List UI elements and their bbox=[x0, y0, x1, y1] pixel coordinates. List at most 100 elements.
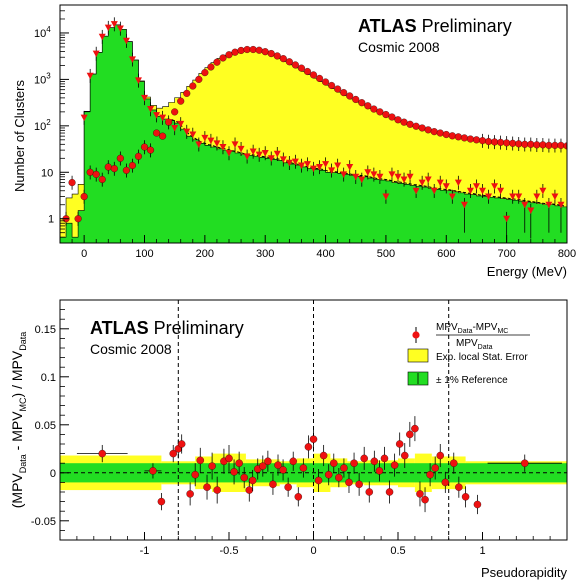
noise-data-point bbox=[122, 37, 130, 45]
noise-mc-fit-curve bbox=[171, 119, 565, 207]
noise-data-point bbox=[310, 165, 317, 173]
mpv-tick-label: 0.05 bbox=[35, 420, 56, 432]
eta-tick-label: 0 bbox=[310, 545, 316, 557]
mpv-data-point bbox=[149, 467, 157, 475]
eta-axis-ticks: -1 -0.5 0 0.5 1 bbox=[59, 532, 568, 557]
signal-data-point bbox=[92, 170, 100, 178]
mpv-data-point bbox=[441, 478, 450, 487]
noise-data-point bbox=[485, 193, 493, 201]
mpv-data-point bbox=[421, 495, 429, 504]
signal-data-point bbox=[364, 102, 372, 110]
noise-data-point bbox=[303, 161, 311, 168]
legend-marker-data bbox=[412, 331, 420, 339]
mpv-data-point bbox=[455, 483, 463, 491]
signal-data-point bbox=[219, 54, 227, 62]
noise-data-point bbox=[316, 163, 324, 171]
noise-data-point bbox=[454, 179, 462, 187]
signal-data-point bbox=[128, 161, 136, 170]
noise-data-point bbox=[159, 114, 167, 122]
signal-data-point bbox=[497, 138, 505, 146]
signal-data-point bbox=[267, 50, 275, 58]
signal-data-point bbox=[424, 126, 432, 134]
mpv-data-point bbox=[461, 493, 470, 501]
noise-data-point bbox=[128, 56, 136, 63]
noise-data-point bbox=[448, 193, 456, 201]
energy-tick-label: 300 bbox=[256, 248, 274, 260]
mpv-data-point bbox=[360, 454, 368, 463]
noise-data-point bbox=[382, 193, 390, 201]
mpv-data-point bbox=[335, 473, 343, 482]
mpv-data-point bbox=[259, 462, 267, 470]
mpv-data-point bbox=[401, 451, 409, 460]
counts-tick-exponent: 2 bbox=[46, 118, 51, 127]
signal-data-point bbox=[539, 141, 547, 149]
mpv-data-point bbox=[345, 478, 353, 487]
mpv-data-point bbox=[289, 457, 297, 466]
mpv-data-point bbox=[177, 440, 186, 448]
noise-data-point bbox=[249, 148, 257, 156]
signal-data-point bbox=[309, 71, 318, 79]
mpv-data-point bbox=[431, 464, 439, 472]
signal-data-point bbox=[255, 46, 263, 54]
signal-data-point bbox=[509, 139, 517, 147]
signal-data-point bbox=[491, 138, 499, 146]
noise-data-point bbox=[479, 187, 486, 195]
mpv-ratio-panel: -1 -0.5 0 0.5 1 -0.05 0 0.05 0.1 0.15 Pseudorapi… bbox=[9, 299, 568, 580]
signal-data-point bbox=[261, 48, 269, 56]
noise-data-point bbox=[285, 159, 293, 167]
noise-data-point bbox=[521, 201, 529, 209]
signal-data-point bbox=[358, 99, 366, 107]
signal-data-point bbox=[237, 46, 245, 55]
signal-data-point bbox=[400, 118, 408, 126]
mpv-data-point bbox=[245, 486, 254, 494]
noise-data-point bbox=[503, 215, 511, 223]
noise-data-point bbox=[334, 162, 342, 169]
noise-data-point bbox=[267, 155, 275, 162]
signal-data-point bbox=[297, 64, 305, 72]
noise-data-point bbox=[436, 179, 444, 187]
noise-data-point bbox=[460, 201, 468, 209]
mpv-legend: MPVData-MPVMC MPVData Exp. local Stat. E… bbox=[407, 322, 530, 386]
counts-tick-exponent: 3 bbox=[46, 71, 51, 80]
mpv-data-point bbox=[299, 464, 308, 472]
mpv-axis-label: (MPVData - MPVMC) / MPVData bbox=[9, 332, 28, 508]
noise-data-point bbox=[213, 140, 221, 147]
mpv-data-point bbox=[375, 467, 384, 475]
noise-data-point bbox=[406, 173, 414, 181]
mpv-label-part-minus: - MPV bbox=[9, 411, 25, 454]
signal-data-point bbox=[448, 132, 456, 140]
noise-data-point bbox=[352, 173, 360, 181]
noise-data-point bbox=[207, 137, 215, 145]
noise-data-point bbox=[394, 173, 402, 181]
mpv-data-point bbox=[169, 449, 177, 458]
energy-tick-label: 400 bbox=[316, 248, 334, 260]
noise-data-point bbox=[92, 50, 100, 58]
noise-data-point bbox=[261, 150, 269, 157]
mpv-data-point bbox=[521, 459, 529, 467]
mpv-data-point bbox=[319, 451, 328, 460]
mpv-data-point bbox=[304, 443, 313, 451]
signal-data-point bbox=[340, 89, 348, 97]
noise-data-point bbox=[539, 187, 547, 195]
signal-data-point bbox=[370, 105, 378, 113]
legend-den-sub: Data bbox=[478, 344, 493, 351]
signal-data-point bbox=[334, 85, 342, 93]
mpv-data-point bbox=[240, 473, 248, 482]
signal-data-point bbox=[328, 81, 336, 90]
mpv-data-point bbox=[350, 459, 358, 467]
mpv-data-point bbox=[235, 459, 243, 467]
energy-data-points bbox=[62, 17, 567, 243]
noise-data-point bbox=[322, 161, 330, 168]
noise-data-point bbox=[418, 179, 426, 187]
mpv-data-point bbox=[213, 486, 221, 494]
mpv-label-sub-data: Data bbox=[18, 454, 28, 473]
mpv-data-point bbox=[309, 435, 318, 443]
signal-data-point bbox=[430, 128, 438, 136]
noise-data-point bbox=[171, 124, 179, 132]
energy-tick-label: 700 bbox=[497, 248, 515, 260]
noise-data-point bbox=[364, 169, 372, 176]
noise-data-point bbox=[231, 141, 239, 148]
mpv-data-point bbox=[395, 440, 404, 448]
top-preliminary-word: Preliminary bbox=[422, 16, 512, 36]
